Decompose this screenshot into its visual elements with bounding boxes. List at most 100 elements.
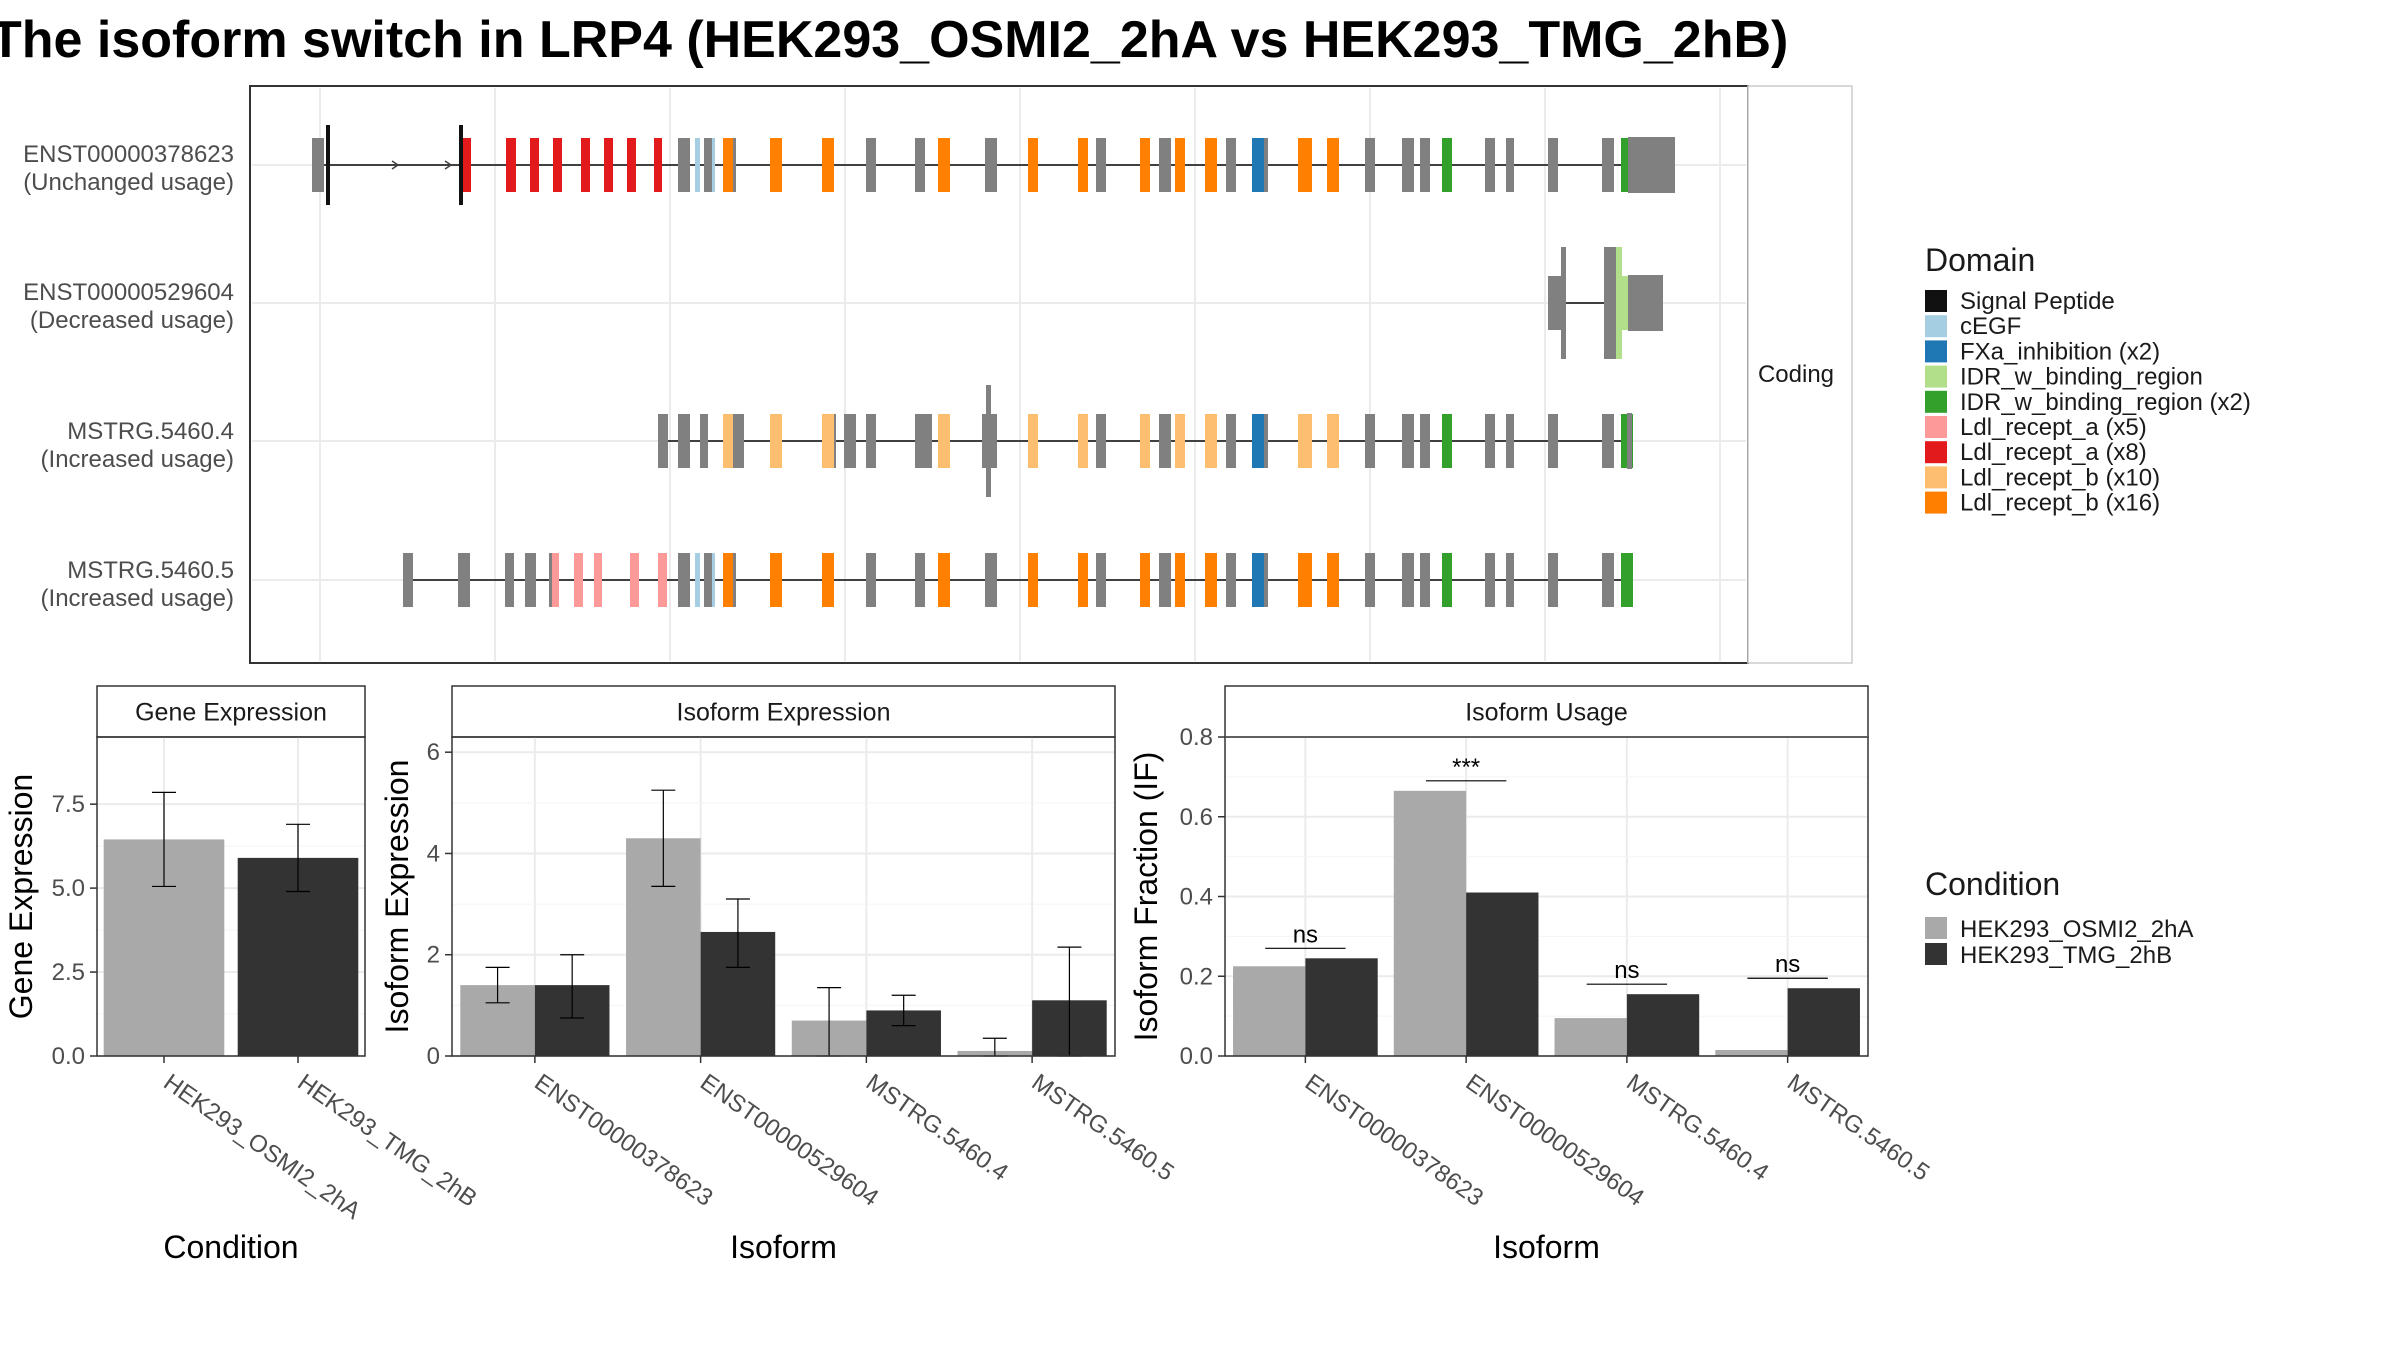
exon-signal-peptide (326, 125, 330, 205)
significance-label: ns (1293, 921, 1318, 948)
track-label-4-id: MSTRG.5460.5 (67, 557, 234, 584)
exon-fxa-inhibition-x2- (1252, 414, 1264, 468)
figure-title: The isoform switch in LRP4 (HEK293_OSMI2… (0, 11, 1788, 69)
exon-ldl-recept-b-x16- (1078, 138, 1088, 192)
exon-cegf (712, 138, 715, 192)
condition-legend-label-b: HEK293_TMG_2hB (1960, 942, 2172, 969)
exon-ldl-recept-a-x5- (574, 553, 583, 607)
y-tick-label: 0.6 (1180, 804, 1213, 831)
track-label-2-usage: (Decreased usage) (30, 307, 234, 334)
exon-grey-exon (1548, 138, 1558, 192)
exon-grey-exon (1602, 414, 1614, 468)
exon-ldl-recept-a-x8- (627, 138, 636, 192)
bar (1715, 1050, 1788, 1056)
panel-border (96, 736, 366, 1057)
exon-ldl-recept-b-x16- (1078, 553, 1088, 607)
exon-ldl-recept-a-x8- (553, 138, 562, 192)
exon-grey-exon (678, 553, 690, 607)
significance-label: *** (1452, 754, 1480, 781)
exon-grey-exon (866, 553, 876, 607)
track-labels: ENST00000378623 (Unchanged usage) ENST00… (23, 141, 234, 612)
track-label-1-id: ENST00000378623 (23, 141, 234, 168)
domain-legend-label: Signal Peptide (1960, 288, 2115, 315)
x-axis-title: Isoform (1493, 1229, 1600, 1265)
exon-grey-exon (1264, 553, 1268, 607)
exon-ldl-recept-b-x10- (1078, 414, 1088, 468)
domain-legend-swatch (1925, 390, 1947, 413)
exon-grey-exon (505, 553, 514, 607)
track-label-3-id: MSTRG.5460.4 (67, 418, 234, 445)
exon-grey-exon (704, 138, 712, 192)
exon-grey-exon (733, 414, 736, 468)
domain-legend-swatch (1925, 365, 1947, 388)
exon-grey-exon (1159, 553, 1171, 607)
condition-legend-swatch-b (1925, 943, 1947, 965)
exon-ldl-recept-b-x16- (723, 138, 733, 192)
exon-ldl-recept-b-x16- (938, 553, 950, 607)
x-tick-label: MSTRG.5460.4 (1621, 1069, 1773, 1187)
exon-grey-exon (403, 553, 413, 607)
y-axis-title: Isoform Expression (379, 760, 415, 1034)
exon-grey-exon (1226, 553, 1236, 607)
domain-legend-label: Ldl_recept_b (x16) (1960, 490, 2160, 517)
exon-grey-exon (678, 414, 690, 468)
exon-grey-exon (525, 553, 536, 607)
x-axis-title: Isoform (730, 1229, 837, 1265)
exon-grey-exon (700, 414, 708, 468)
bar (1787, 988, 1860, 1056)
y-tick-label: 7.5 (52, 791, 85, 818)
track-label-1-usage: (Unchanged usage) (23, 169, 234, 196)
condition-legend-title: Condition (1925, 866, 2060, 902)
domain-legend-swatch (1925, 315, 1947, 338)
panel-title: Isoform Usage (1465, 699, 1628, 727)
exon-ldl-recept-b-x16- (1175, 138, 1185, 192)
panel-title: Isoform Expression (677, 699, 891, 727)
exon-ldl-recept-b-x16- (822, 553, 834, 607)
exon-ldl-recept-b-x10- (723, 414, 733, 468)
domain-legend-label: cEGF (1960, 313, 2021, 340)
exon-ldl-recept-b-x10- (770, 414, 782, 468)
track-label-4-usage: (Increased usage) (41, 585, 234, 612)
domain-legend-label: FXa_inhibition (x2) (1960, 338, 2160, 365)
exon-fxa-inhibition-x2- (1252, 553, 1264, 607)
coding-strip (1747, 85, 1853, 664)
exon-ldl-recept-b-x10- (1140, 414, 1150, 468)
exon-ldl-recept-a-x8- (654, 138, 662, 192)
exon-idr-w-binding-region (1616, 247, 1622, 359)
track-label-3-usage: (Increased usage) (41, 446, 234, 473)
exon-ldl-recept-a-x8- (463, 138, 471, 192)
exon-ldl-recept-b-x10- (1327, 414, 1339, 468)
exon-grey-exon (1264, 138, 1268, 192)
exon-cegf (695, 138, 700, 192)
isoform-expression-chart: Isoform Expression 0 2 4 6 ENST00000378623ENS… (379, 685, 1179, 1265)
exon-grey-exon (1264, 414, 1268, 468)
x-tick-label: ENST00000529604 (1461, 1069, 1649, 1212)
exon-ldl-recept-b-x16- (1140, 553, 1150, 607)
exon-cegf (695, 553, 700, 607)
domain-legend-title: Domain (1925, 242, 2035, 278)
condition-legend-swatch-a (1925, 917, 1947, 939)
exon-grey-exon (1365, 553, 1375, 607)
exon-grey-exon (1628, 275, 1663, 331)
domain-legend-swatch (1925, 290, 1947, 312)
domain-legend-label: IDR_w_binding_region (x2) (1960, 389, 2251, 416)
exon-grey-exon (1096, 414, 1106, 468)
exon-grey-exon (458, 553, 470, 607)
exon-ldl-recept-a-x5- (658, 553, 667, 607)
domain-legend-label: Ldl_recept_a (x5) (1960, 414, 2147, 441)
exon-grey-exon (985, 414, 997, 468)
y-tick-label: 0.2 (1180, 963, 1213, 990)
exon-ldl-recept-b-x16- (822, 138, 834, 192)
exon-ldl-recept-b-x10- (822, 414, 834, 468)
domain-legend-label: Ldl_recept_b (x10) (1960, 464, 2160, 491)
exon-grey-exon (915, 553, 925, 607)
exon-grey-exon (1506, 553, 1514, 607)
exon-ldl-recept-a-x8- (581, 138, 590, 192)
exon-ldl-recept-b-x16- (1205, 553, 1217, 607)
exon-ldl-recept-b-x10- (1205, 414, 1217, 468)
exon-fxa-inhibition-x2- (1252, 138, 1264, 192)
y-tick-label: 0.0 (52, 1043, 85, 1070)
exon-grey-exon (1506, 138, 1514, 192)
